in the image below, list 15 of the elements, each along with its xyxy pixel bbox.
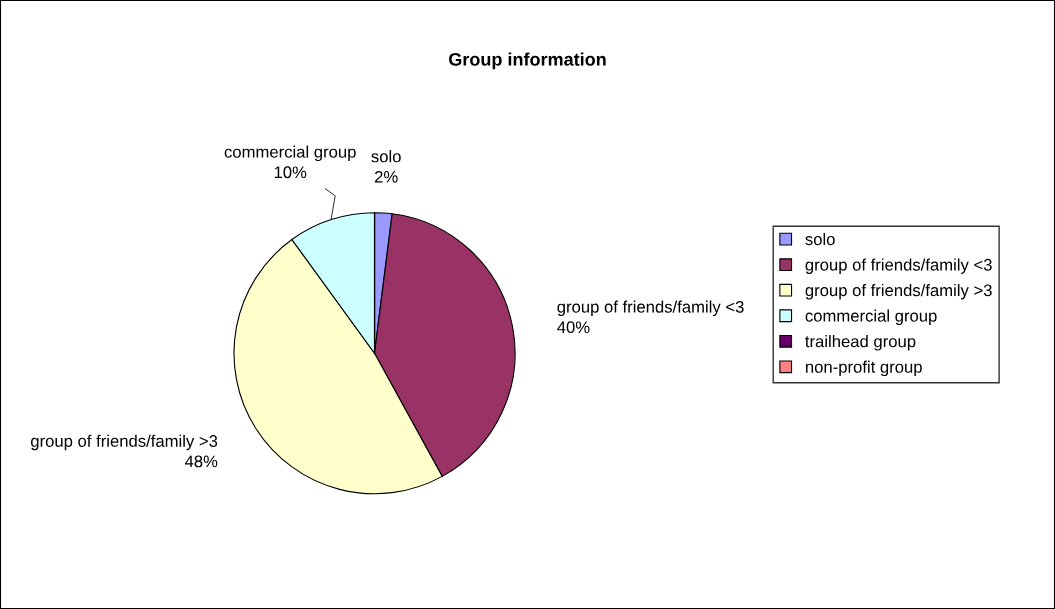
slice-label: solo [371, 150, 401, 163]
legend-label: commercial group [805, 309, 937, 326]
legend-label: trailhead group [805, 335, 916, 351]
legend-label: group of friends/family <3 [805, 258, 992, 274]
legend-label: solo [805, 232, 835, 246]
slice-label: group of friends/family >3 [31, 434, 218, 451]
chart-title: Group information [449, 52, 606, 70]
slice-label: commercial group [224, 145, 356, 162]
data-label: 40% [557, 321, 590, 334]
slice-label: group of friends/family <3 [557, 300, 744, 317]
data-label: 48% [184, 455, 218, 468]
legend-label: group of friends/family >3 [805, 283, 992, 300]
legend-label: non-profit group [805, 360, 922, 377]
data-label: 2% [374, 170, 398, 183]
data-label: 10% [274, 166, 307, 179]
